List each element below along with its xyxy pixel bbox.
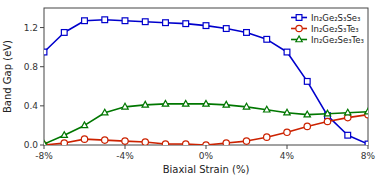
y-tick-label: 1.2 [24,23,38,33]
point [142,101,148,107]
point [284,49,290,55]
point [324,118,330,124]
axes: -8% -4% 0% 4% 8% 0.0 0.4 0.8 1.2 [24,8,376,161]
point [183,100,189,106]
point [264,36,270,42]
x-tick [44,145,45,149]
series [44,100,368,145]
x-tick [206,145,207,149]
point [365,141,368,145]
point [102,17,108,23]
y-tick [40,27,44,28]
y-tick [40,145,44,146]
point [284,109,290,115]
point [162,141,168,145]
point [365,108,368,114]
plot-area [44,17,368,145]
point [162,100,168,106]
legend-label: In₂Ge₂S₃Se₃ [311,13,360,23]
point [223,140,229,145]
point [264,134,270,140]
y-tick-label: 0.8 [24,62,39,72]
series-line [44,115,368,145]
point [203,100,209,106]
point [142,139,148,145]
legend-marker [296,36,302,42]
point [345,109,351,115]
point [243,103,249,109]
point [61,132,67,138]
y-tick-label: 0.0 [24,140,39,150]
series [44,111,368,145]
point [61,30,67,36]
point [183,21,189,27]
point [345,132,351,138]
series-line [44,20,368,144]
x-tick-label: -8% [35,151,53,161]
y-tick [40,105,44,106]
point [82,18,88,24]
x-tick [368,145,369,149]
point [44,49,47,55]
point [324,110,330,116]
point [102,109,108,115]
x-axis-label: Biaxial Strain (%) [163,164,250,175]
point [122,103,128,109]
point [122,18,128,24]
x-tick-label: 4% [280,151,295,161]
y-tick [40,66,44,67]
point [244,30,250,36]
point [203,142,209,145]
y-axis-label: Band Gap (eV) [2,40,13,113]
point [304,111,310,117]
x-tick-label: 8% [361,151,376,161]
point [142,19,148,25]
legend-marker [296,25,302,31]
y-tick-label: 0.4 [24,101,39,111]
x-tick [287,145,288,149]
point [304,123,310,129]
legend-marker [296,15,302,21]
point [81,136,87,142]
point [183,141,189,145]
point [61,140,67,145]
point [81,122,87,128]
series-line [44,104,368,144]
point [284,129,290,135]
point [203,23,209,29]
point [102,137,108,143]
x-tick [125,145,126,149]
point [44,141,47,145]
legend-label: In₂Ge₂Se₃Te₃ [311,35,364,45]
legend: In₂Ge₂S₃Se₃In₂Ge₂S₃Te₃In₂Ge₂Se₃Te₃ [291,13,364,45]
legend-label: In₂Ge₂S₃Te₃ [311,24,359,34]
chart: -8% -4% 0% 4% 8% 0.0 0.4 0.8 1.2 Biaxial Strain (… [0,0,378,177]
series [44,17,368,145]
point [243,138,249,144]
x-tick-label: 0% [199,151,214,161]
x-tick-label: -4% [116,151,134,161]
point [223,101,229,107]
point [264,106,270,112]
plot-frame [44,8,368,145]
point [163,20,169,26]
point [122,138,128,144]
point [304,79,310,85]
point [223,26,229,32]
